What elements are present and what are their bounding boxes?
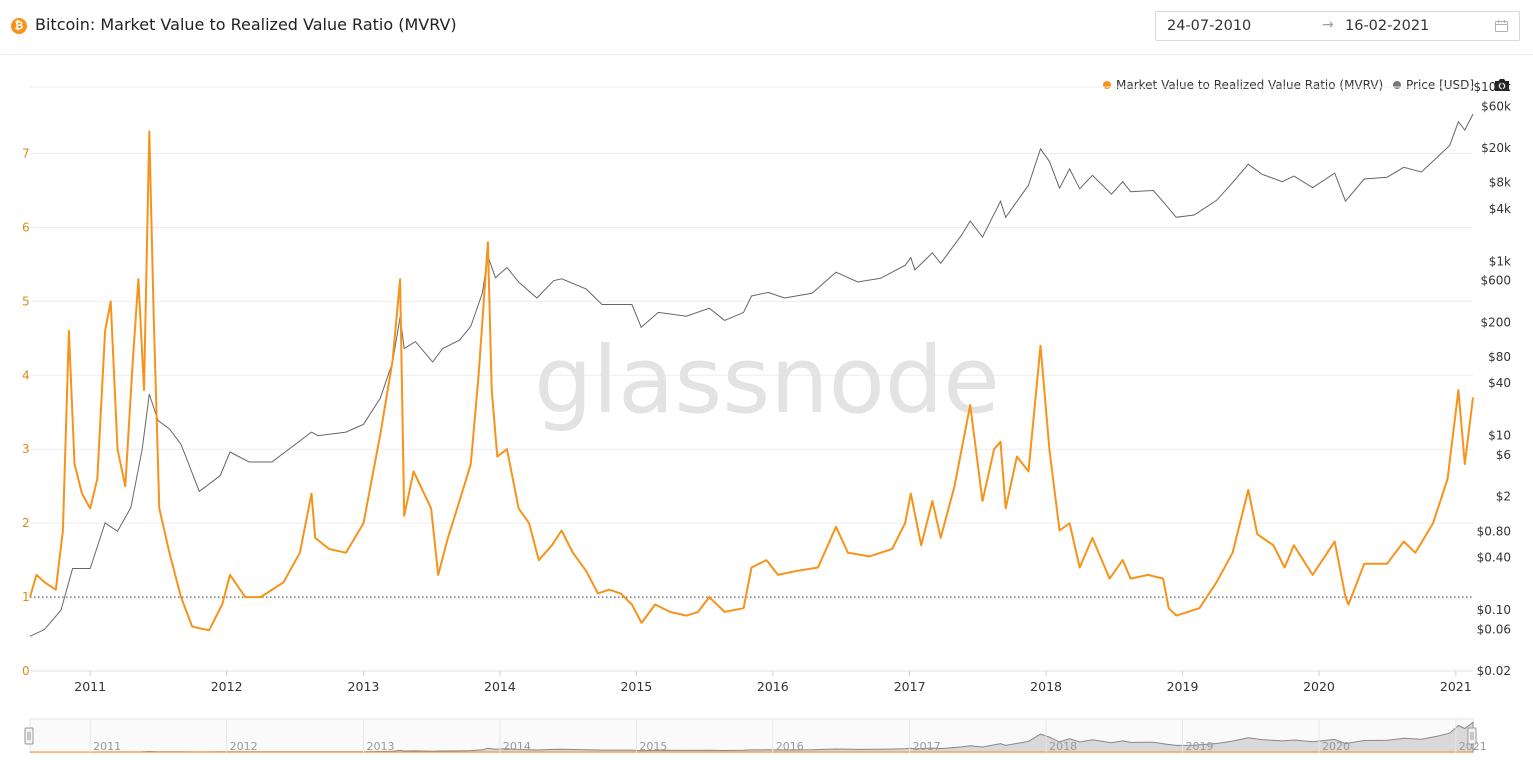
x-tick-label: 2018 — [1030, 679, 1062, 694]
navigator-tick-label: 2021 — [1459, 740, 1487, 753]
y-right-tick-label: $0.02 — [1477, 664, 1511, 678]
x-tick-label: 2013 — [348, 679, 380, 694]
y-left-tick-label: 2 — [22, 516, 30, 530]
y-right-tick-label: $1k — [1489, 254, 1511, 268]
x-tick-label: 2017 — [894, 679, 926, 694]
y-right-tick-label: $8k — [1489, 176, 1511, 190]
legend-item-mvrv[interactable]: Market Value to Realized Value Ratio (MV… — [1103, 78, 1383, 94]
series-line-price — [29, 113, 1474, 637]
x-tick-label: 2020 — [1303, 679, 1335, 694]
chart-title: Bitcoin: Market Value to Realized Value … — [35, 15, 457, 34]
x-tick-label: 2021 — [1440, 679, 1472, 694]
navigator-tick-label: 2020 — [1322, 740, 1350, 753]
grid-lines — [30, 86, 1473, 672]
x-tick-label: 2014 — [484, 679, 516, 694]
y-left-tick-label: 4 — [22, 368, 30, 382]
series-line-mvrv — [29, 130, 1474, 632]
navigator-handle-right[interactable] — [1467, 727, 1477, 745]
legend-marker-mvrv — [1103, 81, 1111, 89]
legend-marker-price — [1393, 81, 1401, 89]
y-right-tick-label: $20k — [1481, 141, 1511, 155]
y-left-tick-label: 0 — [22, 664, 30, 678]
navigator-tick-label: 2011 — [93, 740, 121, 753]
y-right-tick-label: $0.06 — [1477, 622, 1511, 636]
y-left-tick-label: 5 — [22, 294, 30, 308]
navigator-axis: 2011 2012 2013 2014 2015 2016 2017 2018 2019 2020… — [89, 719, 1487, 753]
y-left-tick-label: 6 — [22, 220, 30, 234]
x-axis: 2011 2012 2013 2014 2015 2016 2017 2018 2019 2020… — [74, 671, 1472, 694]
y-right-tick-label: $0.10 — [1477, 603, 1511, 617]
navigator-handle-left[interactable] — [24, 727, 34, 745]
navigator-tick-label: 2015 — [639, 740, 667, 753]
x-tick-label: 2012 — [211, 679, 243, 694]
navigator-tick-label: 2014 — [503, 740, 531, 753]
y-right-tick-label: $60k — [1481, 99, 1511, 113]
y-left-tick-label: 1 — [22, 590, 30, 604]
y-right-tick-label: $600 — [1480, 274, 1511, 288]
navigator-tick-label: 2013 — [366, 740, 394, 753]
x-tick-label: 2016 — [757, 679, 789, 694]
y-right-tick-label: $80 — [1488, 350, 1511, 364]
bitcoin-icon: ₿ — [11, 18, 27, 34]
y-right-tick-label: $4k — [1489, 202, 1511, 216]
y-right-tick-label: $100k — [1474, 80, 1512, 94]
legend-item-price[interactable]: Price [USD] — [1393, 78, 1474, 94]
y-axis-left: 0 1 2 3 4 5 6 7 — [22, 147, 30, 678]
y-right-tick-label: $200 — [1480, 315, 1511, 329]
navigator-tick-label: 2017 — [913, 740, 941, 753]
navigator-tick-label: 2019 — [1186, 740, 1214, 753]
watermark: glassnode — [534, 327, 1000, 434]
legend-label-price: Price [USD] — [1406, 78, 1475, 92]
range-navigator[interactable]: 2011 2012 2013 2014 2015 2016 2017 2018 2019 2020… — [24, 718, 1487, 754]
y-left-tick-label: 3 — [22, 442, 30, 456]
navigator-tick-label: 2016 — [776, 740, 804, 753]
y-right-tick-label: $40 — [1488, 376, 1511, 390]
y-left-tick-label: 7 — [22, 147, 30, 161]
navigator-tick-label: 2018 — [1049, 740, 1077, 753]
date-start-input[interactable]: 24-07-2010 — [1167, 18, 1252, 34]
y-right-tick-label: $10 — [1488, 429, 1511, 443]
date-end-input[interactable]: 16-02-2021 — [1345, 18, 1430, 34]
chart-header: ₿ Bitcoin: Market Value to Realized Valu… — [0, 0, 1533, 55]
x-tick-label: 2011 — [74, 679, 106, 694]
y-right-tick-label: $0.80 — [1477, 524, 1511, 538]
date-range-picker[interactable]: 24-07-2010 → 16-02-2021 — [1155, 11, 1520, 41]
camera-icon[interactable] — [1494, 78, 1510, 92]
arrow-right-icon: → — [1322, 17, 1334, 33]
x-tick-label: 2019 — [1167, 679, 1199, 694]
y-right-tick-label: $2 — [1496, 490, 1511, 504]
y-right-tick-label: $6 — [1496, 448, 1511, 462]
y-axis-right: $100k $60k $20k $8k $4k $1k $600 $200 $80 $40 $10 $… — [1474, 80, 1512, 678]
legend-label-mvrv: Market Value to Realized Value Ratio (MV… — [1116, 78, 1384, 92]
y-right-tick-label: $0.40 — [1477, 551, 1511, 565]
calendar-icon[interactable] — [1495, 20, 1508, 32]
navigator-tick-label: 2012 — [230, 740, 258, 753]
x-tick-label: 2015 — [620, 679, 652, 694]
